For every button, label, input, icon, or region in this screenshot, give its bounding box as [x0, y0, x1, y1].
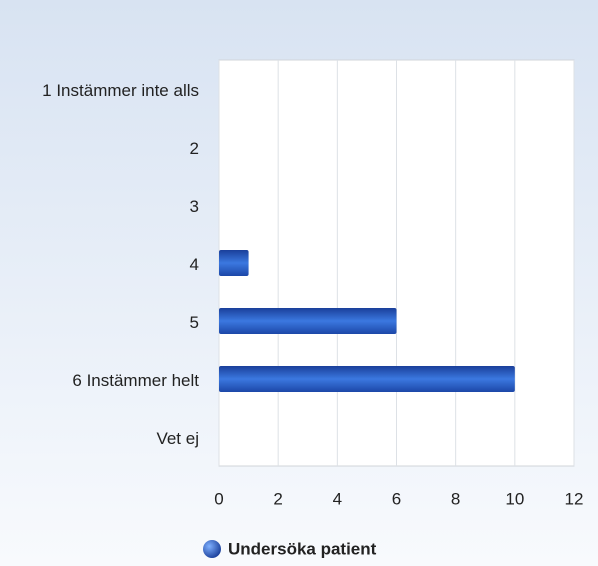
y-tick-label: 5 [189, 313, 199, 332]
y-tick-label: 4 [189, 255, 199, 274]
x-tick-label: 12 [565, 489, 584, 508]
x-tick-label: 0 [214, 489, 223, 508]
y-tick-label: 6 Instämmer helt [72, 371, 199, 390]
y-tick-label: 3 [189, 197, 199, 216]
x-tick-label: 10 [505, 489, 524, 508]
bar [219, 308, 397, 334]
x-tick-label: 2 [273, 489, 282, 508]
y-tick-label: Vet ej [156, 429, 199, 448]
x-tick-label: 8 [451, 489, 460, 508]
x-tick-label: 6 [392, 489, 401, 508]
legend-label: Undersöka patient [228, 539, 377, 558]
y-tick-label: 1 Instämmer inte alls [42, 81, 199, 100]
y-tick-label: 2 [189, 139, 199, 158]
legend-marker [203, 540, 221, 558]
bar [219, 366, 515, 392]
x-tick-label: 4 [333, 489, 342, 508]
bar [219, 250, 249, 276]
